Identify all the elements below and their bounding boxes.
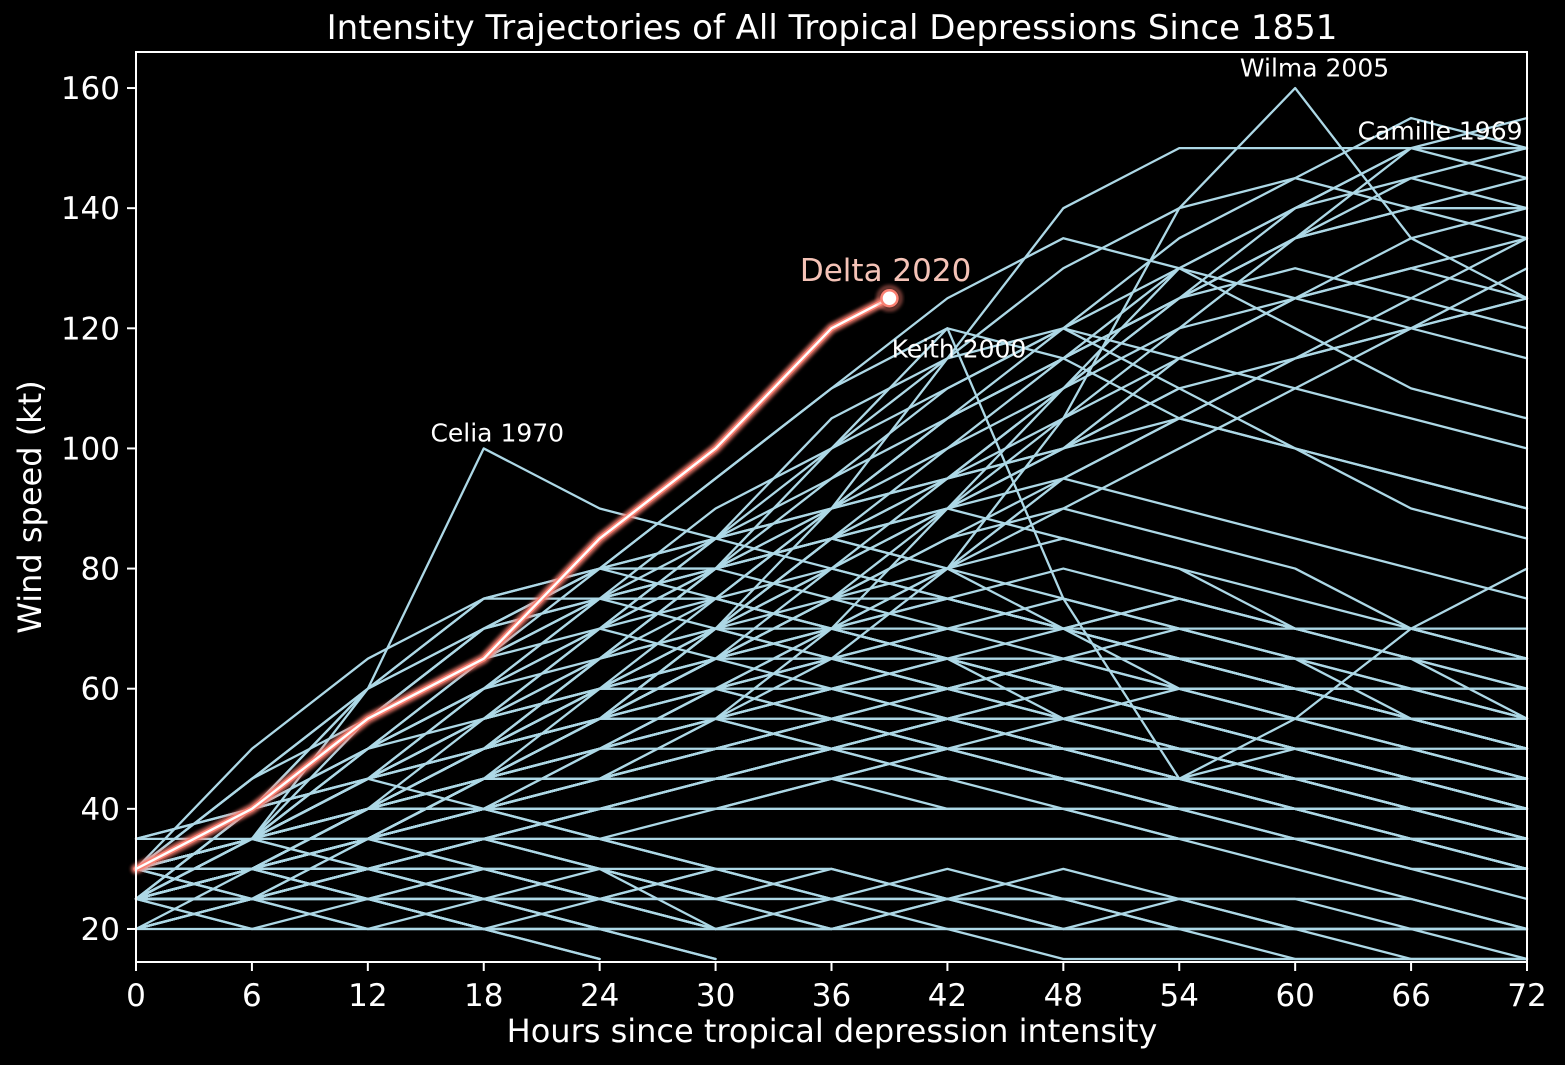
labeled-trajectory-line (134, 146, 1529, 901)
labeled-trajectory-line (134, 86, 1529, 901)
highlight-core-line (134, 297, 891, 871)
x-tick-label: 30 (696, 978, 735, 1014)
trajectory-line (134, 207, 1529, 901)
y-tick-label: 120 (61, 311, 120, 347)
trajectory-line (134, 146, 1529, 901)
highlight-endpoint-halo (875, 284, 903, 312)
trajectory-line (134, 747, 1529, 901)
trajectory-line (134, 477, 1529, 871)
x-tick-label: 60 (1275, 978, 1314, 1014)
x-tick-label: 12 (348, 978, 387, 1014)
trajectory-line (134, 867, 601, 901)
trajectory-line (134, 837, 1529, 931)
trajectory-line (134, 537, 1529, 871)
x-tick-label: 18 (464, 978, 503, 1014)
trajectory-line (134, 627, 1529, 901)
x-tick-label: 0 (126, 978, 146, 1014)
trajectory-line (134, 777, 1529, 871)
trajectory-line (134, 837, 601, 931)
trajectory-line (134, 327, 1529, 901)
x-tick-label: 36 (812, 978, 851, 1014)
trajectory-line (134, 657, 1529, 871)
trajectory-line (134, 807, 833, 901)
x-axis-label: Hours since tropical depression intensit… (506, 1012, 1158, 1050)
x-tick-label: 24 (580, 978, 619, 1014)
trajectory-line (134, 267, 1529, 901)
trajectory-line (134, 867, 1529, 961)
y-tick-label: 140 (61, 191, 120, 227)
x-tick-label: 48 (1044, 978, 1083, 1014)
trajectory-line (134, 627, 1529, 901)
y-tick-label: 20 (81, 912, 120, 948)
trajectory-line (134, 897, 1529, 931)
y-tick-label: 100 (61, 431, 120, 467)
y-axis-label: Wind speed (kt) (11, 380, 49, 634)
trajectory-line (134, 657, 1529, 871)
trajectory-line (134, 537, 1529, 871)
x-tick-label: 72 (1507, 978, 1546, 1014)
trajectory-line (134, 176, 1529, 871)
chart-title: Intensity Trajectories of All Tropical D… (326, 8, 1338, 48)
trajectory-line (134, 747, 1529, 901)
ensemble-lines (134, 86, 1529, 961)
trajectory-line (134, 267, 1529, 901)
trajectory-line (134, 867, 601, 961)
trajectory-line (134, 267, 1529, 901)
trajectory-line (134, 837, 833, 931)
trajectory-line (134, 627, 1529, 901)
y-tick-label: 160 (61, 71, 120, 107)
trajectory-line (134, 176, 1529, 931)
trajectory-line (134, 867, 1529, 931)
x-tick-label: 6 (242, 978, 262, 1014)
x-tick-label: 54 (1160, 978, 1199, 1014)
trajectory-line (134, 717, 1529, 931)
axis-ticks: 0 6 12 18 24 30 36 42 48 54 60 66 72 20 40 60 80 100 120 14… (61, 71, 1547, 1014)
trajectory-line (134, 747, 1529, 901)
trajectory-line (134, 507, 1529, 901)
trajectory-line (134, 537, 1529, 871)
y-tick-label: 60 (81, 672, 120, 708)
y-tick-label: 80 (81, 552, 120, 588)
trajectory-line (134, 777, 1529, 931)
labeled-trajectory-line (134, 327, 1529, 901)
x-tick-label: 66 (1391, 978, 1430, 1014)
highlight-endpoint-marker (880, 289, 899, 308)
trajectory-line (134, 867, 1529, 961)
x-tick-label: 42 (928, 978, 967, 1014)
trajectory-line (134, 297, 1529, 871)
y-tick-label: 40 (81, 792, 120, 828)
